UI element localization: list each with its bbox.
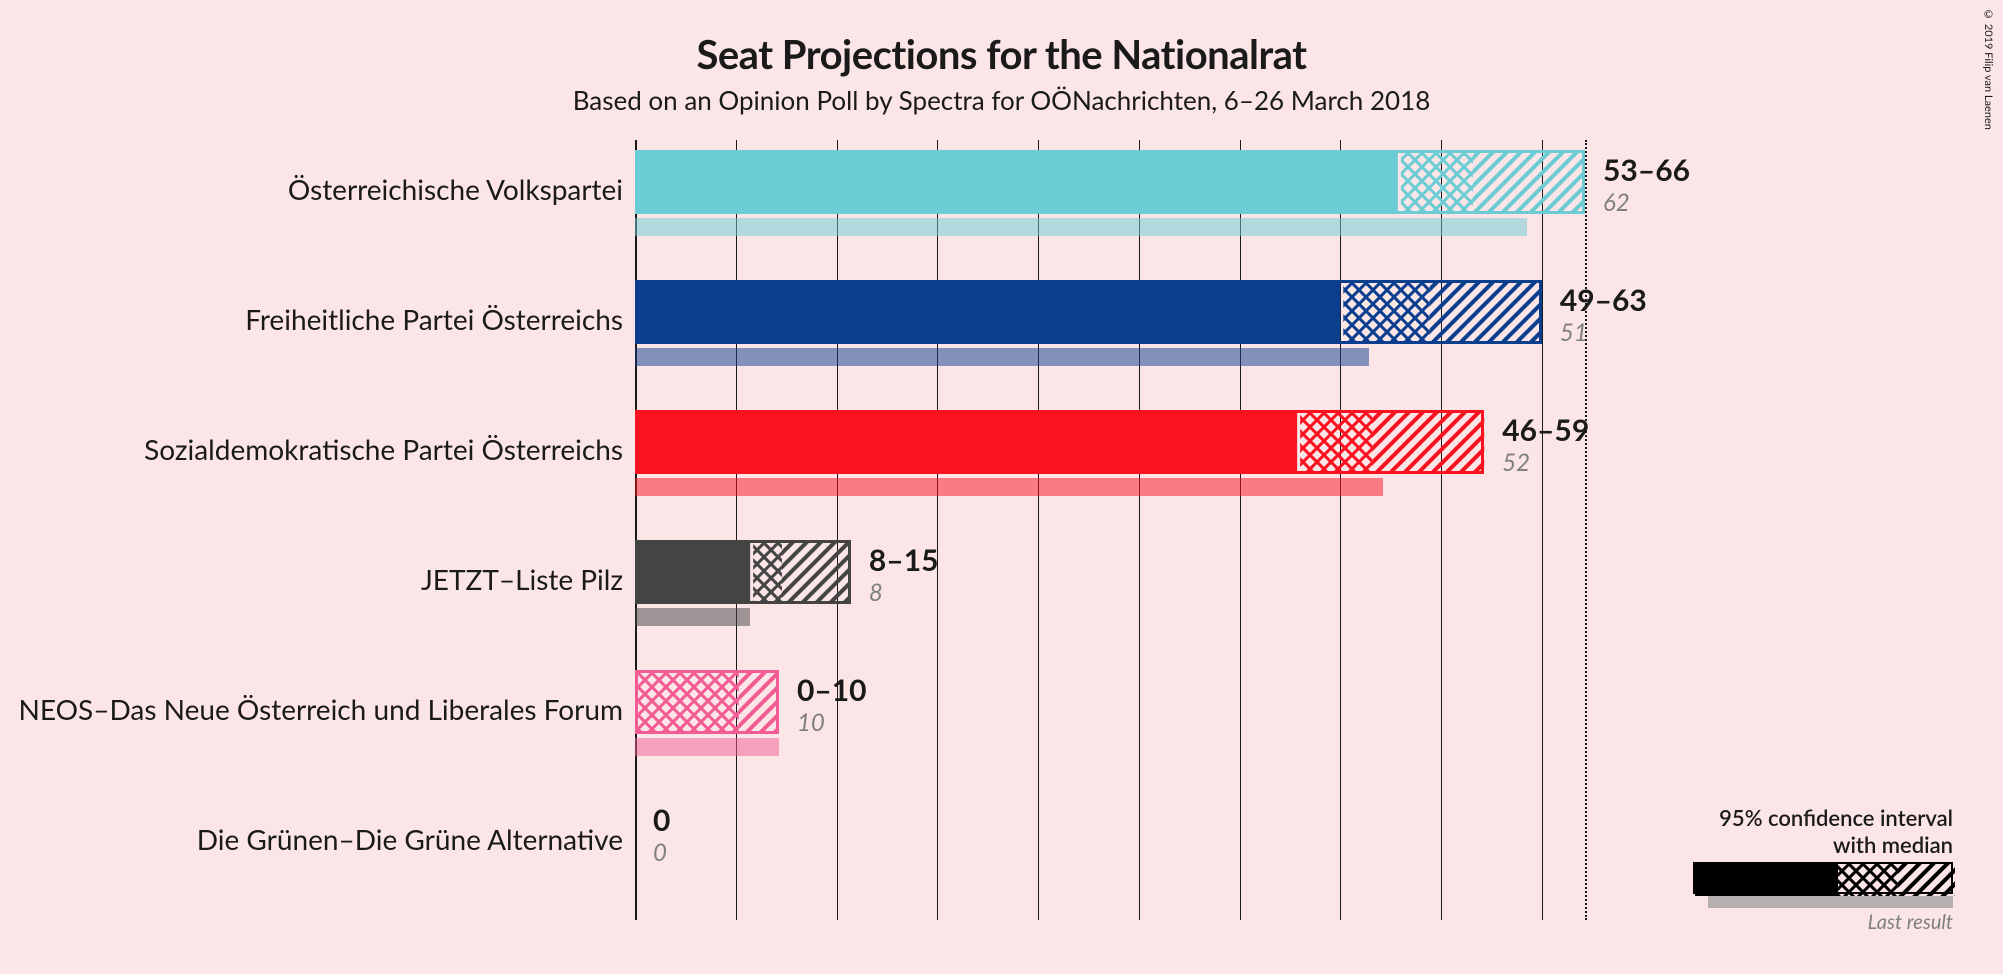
seat-range-label: 0: [653, 802, 670, 838]
legend-ci-label-1: 95% confidence interval: [1673, 804, 1953, 831]
seat-range-label: 53–66: [1603, 152, 1690, 188]
last-result-label: 8: [869, 578, 883, 607]
projection-bar: [635, 280, 1542, 344]
party-label: Österreichische Volkspartei: [288, 172, 623, 206]
seat-range-label: 0–10: [797, 672, 867, 708]
legend-last-label: Last result: [1673, 910, 1953, 934]
copyright: © 2019 Filip van Laenen: [1982, 8, 1995, 130]
last-result-bar: [635, 348, 1369, 366]
party-label: NEOS–Das Neue Österreich und Liberales F…: [19, 692, 623, 726]
party-row: NEOS–Das Neue Österreich und Liberales F…: [0, 660, 2003, 770]
party-label: Die Grünen–Die Grüne Alternative: [197, 822, 623, 856]
last-result-label: 10: [797, 708, 825, 737]
seat-range-label: 49–63: [1560, 282, 1647, 318]
chart-title: Seat Projections for the Nationalrat: [0, 0, 2003, 78]
party-label: JETZT–Liste Pilz: [421, 562, 623, 596]
party-row: Freiheitliche Partei Österreichs 49–6351: [0, 270, 2003, 380]
party-row: Sozialdemokratische Partei Österreichs 4…: [0, 400, 2003, 510]
legend-last-bar: [1708, 896, 1953, 908]
last-result-bar: [635, 478, 1383, 496]
party-label: Freiheitliche Partei Österreichs: [245, 302, 623, 336]
seat-range-label: 46–59: [1502, 412, 1589, 448]
projection-bar: [635, 670, 779, 734]
seat-range-label: 8–15: [869, 542, 939, 578]
projection-bar: [635, 540, 851, 604]
party-label: Sozialdemokratische Partei Österreichs: [144, 432, 623, 466]
projection-bar: [635, 410, 1484, 474]
projection-bar: [635, 150, 1585, 214]
last-result-bar: [635, 738, 779, 756]
legend-ci-bar: [1693, 862, 1953, 894]
last-result-label: 62: [1603, 188, 1630, 217]
last-result-label: 52: [1502, 448, 1530, 477]
legend: 95% confidence interval with median Last…: [1673, 804, 1953, 934]
chart-subtitle: Based on an Opinion Poll by Spectra for …: [0, 84, 2003, 116]
party-row: JETZT–Liste Pilz 8–158: [0, 530, 2003, 640]
last-result-bar: [635, 218, 1527, 236]
last-result-bar: [635, 608, 750, 626]
last-result-label: 51: [1560, 318, 1588, 347]
last-result-label: 0: [653, 838, 667, 867]
legend-ci-label-2: with median: [1673, 831, 1953, 858]
party-row: Österreichische Volkspartei 53–6662: [0, 140, 2003, 250]
